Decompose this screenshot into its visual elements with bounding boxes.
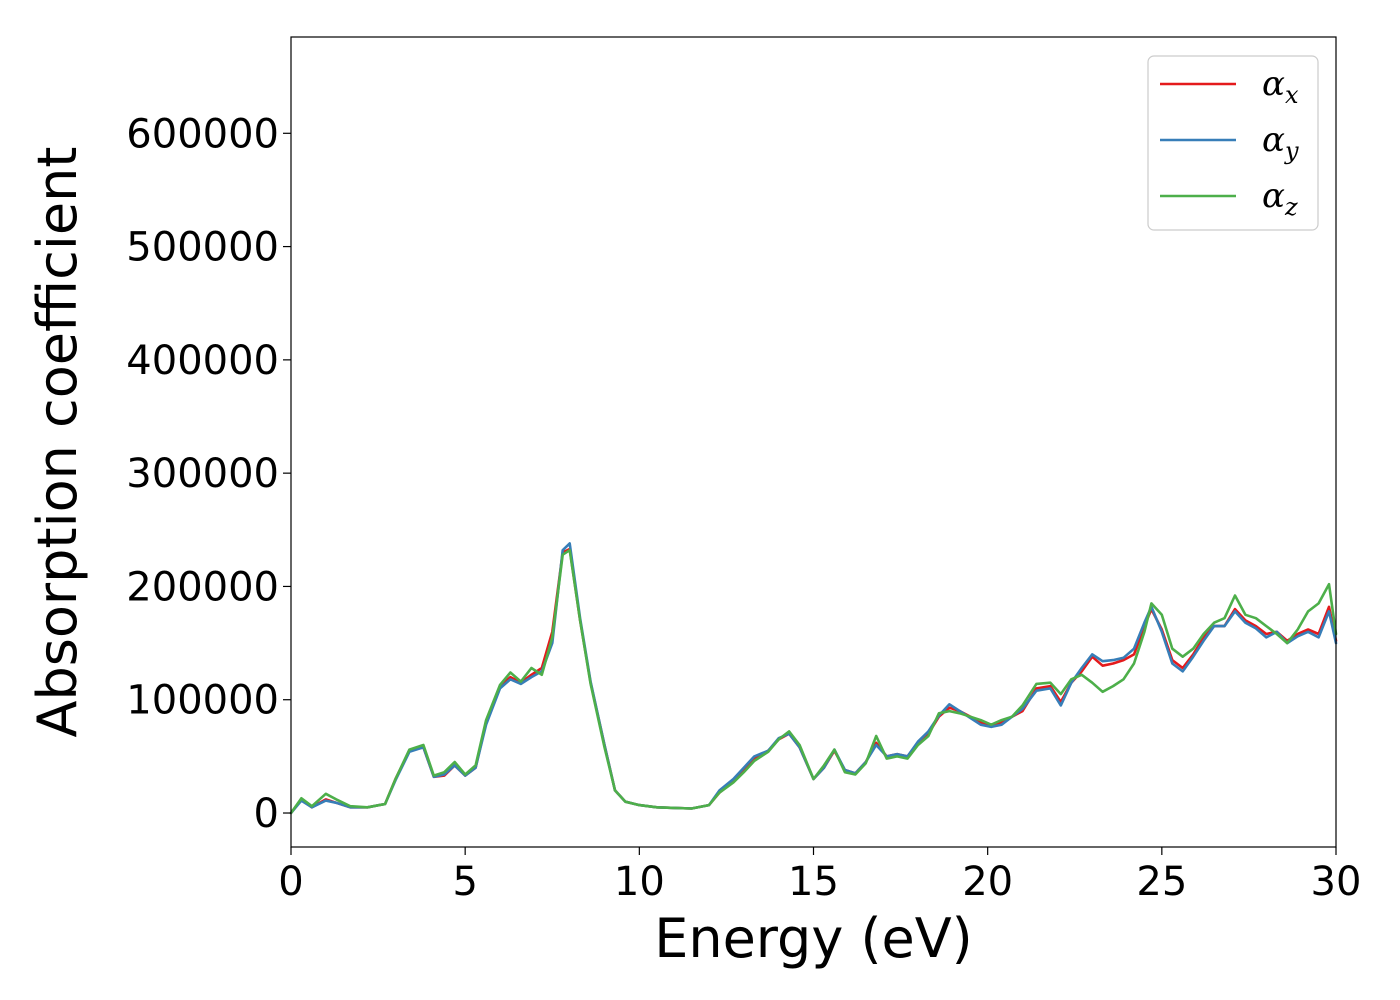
y-tick-label: 200000 — [126, 564, 279, 610]
x-tick-label: 20 — [962, 859, 1013, 905]
series-line-alpha-z — [289, 548, 1338, 815]
y-tick-label: 600000 — [126, 111, 279, 157]
x-tick-label: 15 — [788, 859, 839, 905]
x-tick-label: 25 — [1136, 859, 1187, 905]
x-axis: 0 5 10 15 20 25 30 — [278, 847, 1361, 905]
x-tick-label: 0 — [278, 859, 303, 905]
y-tick-label: 400000 — [126, 338, 279, 384]
y-axis-label: Absorption coefficient — [26, 147, 89, 738]
y-tick-label: 300000 — [126, 451, 279, 497]
x-tick-label: 5 — [452, 859, 477, 905]
y-tick-label: 0 — [254, 791, 279, 837]
x-axis-label: Energy (eV) — [654, 907, 973, 970]
y-axis: 0 100000 200000 300000 400000 500000 600000 — [126, 111, 291, 837]
legend-box — [1147, 55, 1319, 231]
y-tick-label: 500000 — [126, 225, 279, 271]
x-tick-label: 30 — [1311, 859, 1362, 905]
x-tick-label: 10 — [614, 859, 665, 905]
series-layer — [289, 542, 1338, 815]
y-tick-label: 100000 — [126, 678, 279, 724]
